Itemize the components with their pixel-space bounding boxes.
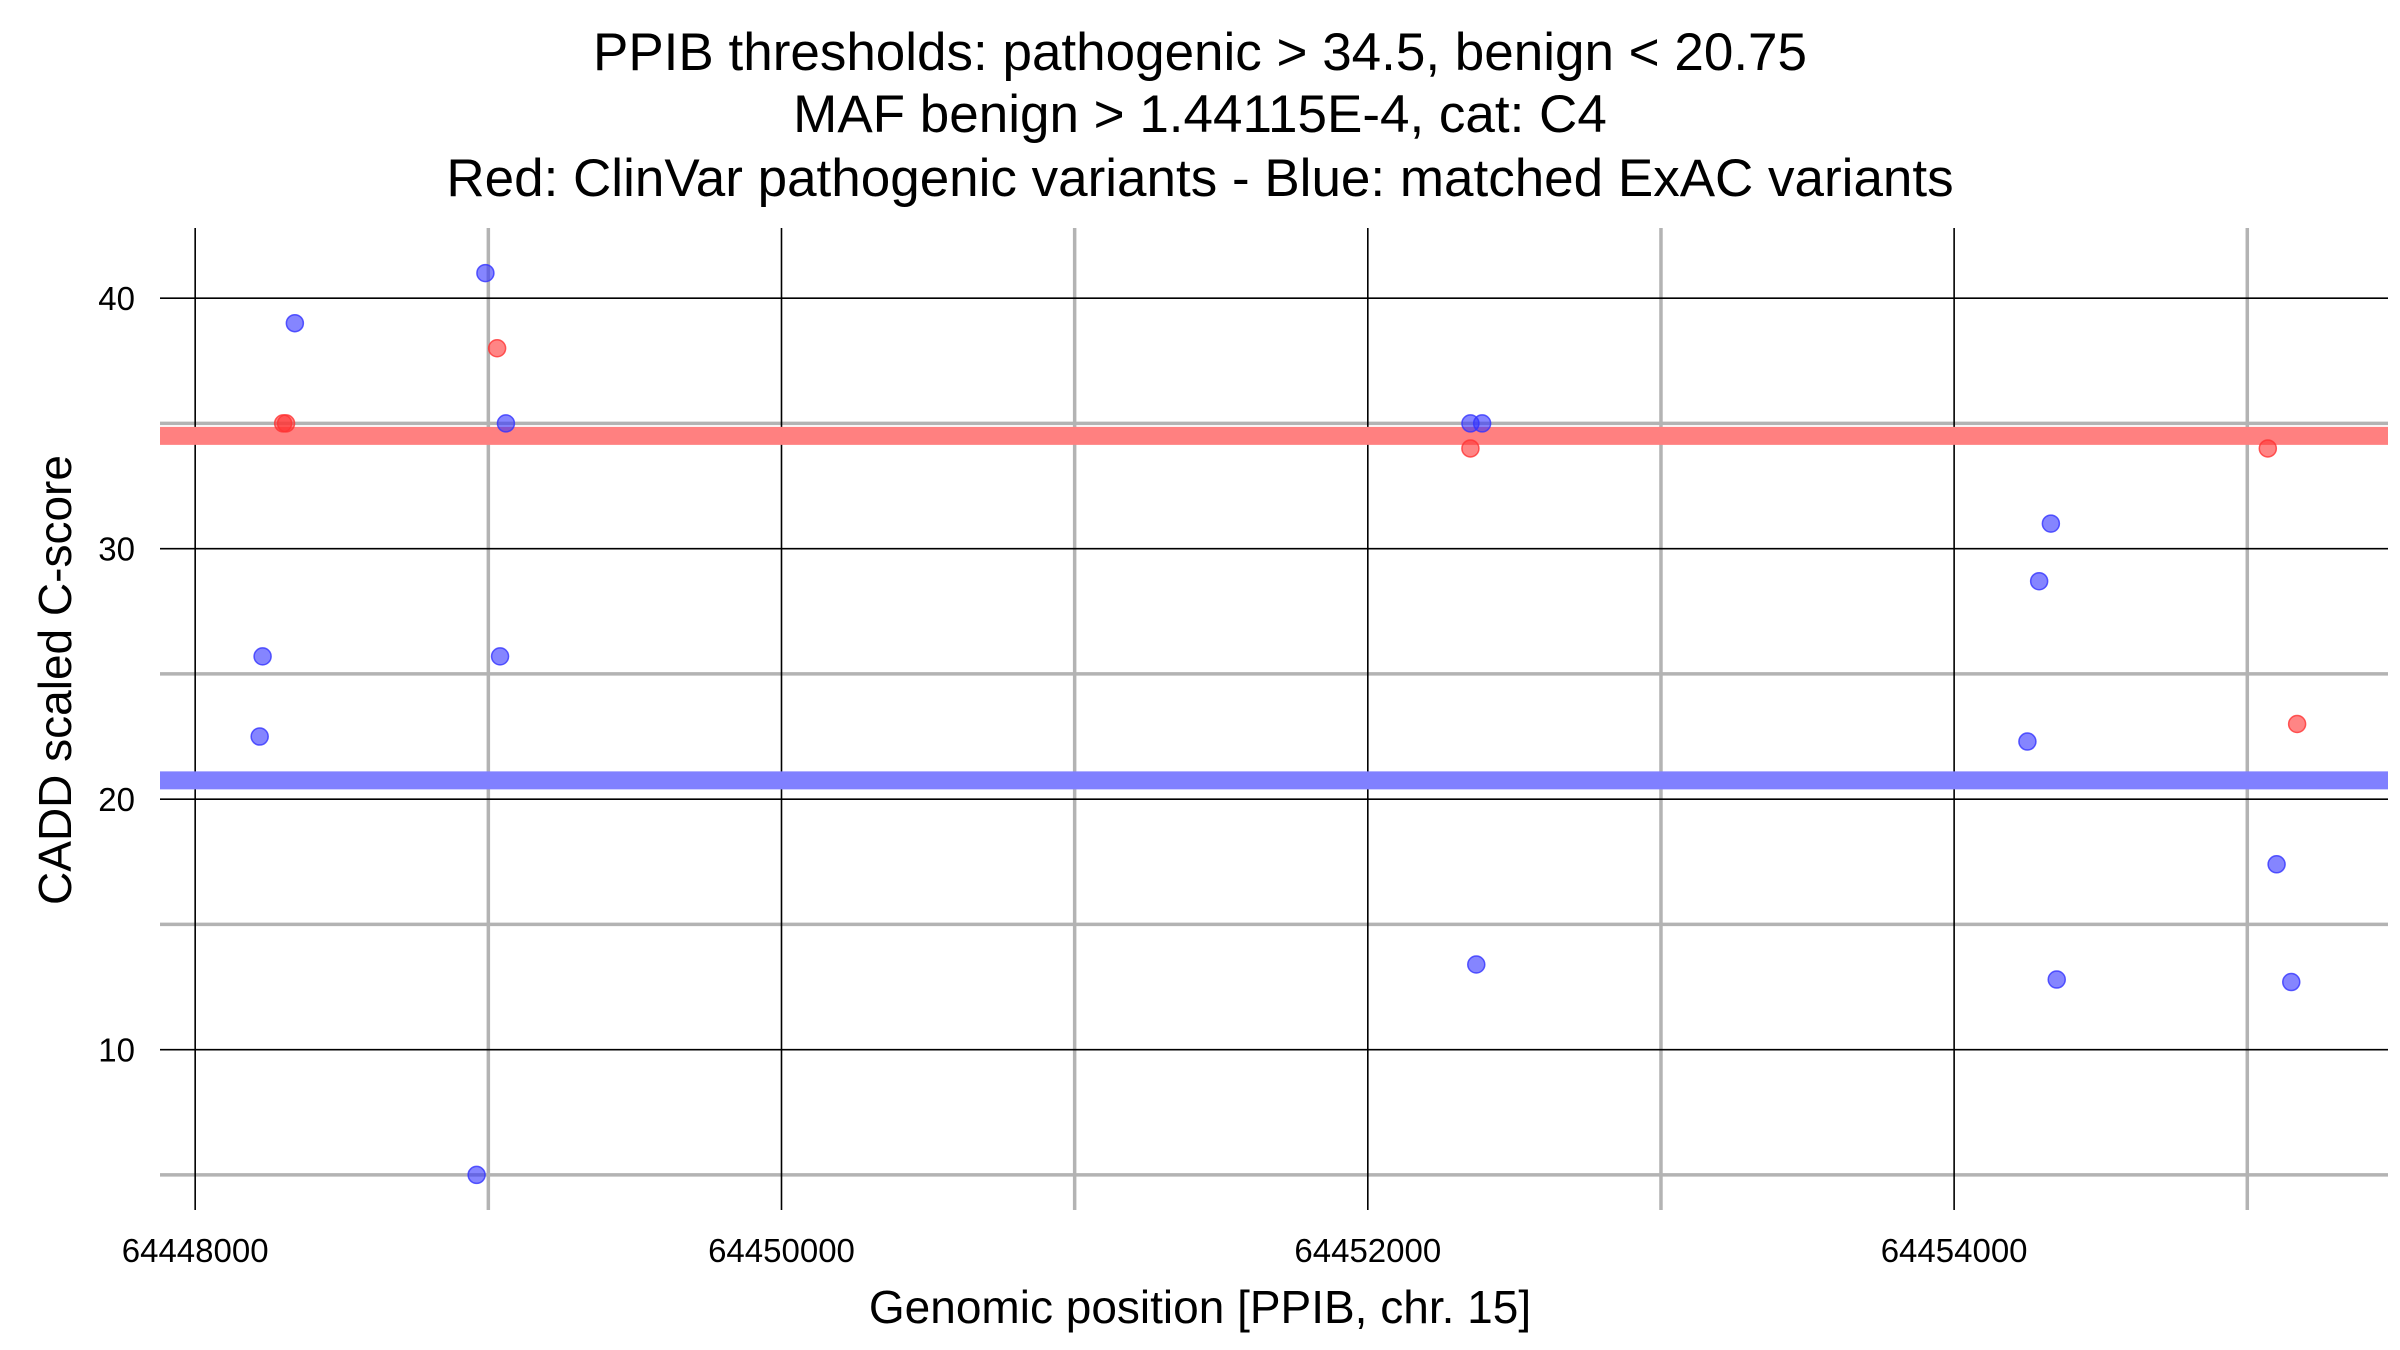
data-point-s1-3 [476,263,495,283]
x-tick-label-1: 64450000 [708,1232,855,1269]
y-tick-label-2: 30 [98,531,135,568]
data-point-s1-9 [1467,955,1486,974]
threshold-lines [160,426,2388,790]
data-point-s1-6 [467,1165,486,1185]
chart-title-line-3: Red: ClinVar pathogenic variants - Blue:… [446,149,1954,208]
y-tick-label-1: 20 [98,781,135,818]
x-tick-label-3: 64454000 [1881,1232,2028,1269]
data-point-s1-14 [2267,855,2286,874]
data-point-s1-12 [2018,732,2037,751]
y-axis-label: CADD scaled C-score [29,455,81,905]
data-point-s0-1 [276,414,296,433]
minor-grid [160,228,2388,1210]
data-point-s1-8 [1472,414,1492,433]
data-points [250,263,2307,1185]
data-point-s1-5 [490,647,510,666]
chart-title-line-1: PPIB thresholds: pathogenic > 34.5, beni… [592,23,1807,82]
data-point-s1-0 [253,647,272,666]
data-point-s1-10 [2041,514,2061,533]
x-tick-label-0: 64448000 [122,1232,269,1269]
data-point-s1-11 [2029,571,2049,591]
chart-title-line-2: MAF benign > 1.44115E-4, cat: C4 [793,85,1607,144]
data-point-s1-1 [250,727,269,746]
x-axis-label: Genomic position [PPIB, chr. 15] [868,1281,1532,1333]
y-tick-label-0: 10 [98,1032,135,1069]
data-point-s0-4 [2258,439,2278,458]
major-grid [160,228,2388,1210]
data-point-s1-4 [496,414,516,433]
data-point-s0-3 [1461,439,1480,458]
data-point-s0-5 [2287,714,2307,734]
data-point-s1-13 [2047,970,2066,989]
data-point-s1-15 [2282,972,2301,992]
x-tick-label-2: 64452000 [1294,1232,1441,1269]
data-point-s0-2 [487,338,507,358]
y-axis-ticks: 10 20 30 40 [98,280,135,1069]
data-point-s1-2 [285,313,305,333]
x-axis-ticks: 64448000 64450000 64452000 64454000 [122,1232,2028,1269]
y-tick-label-3: 40 [98,280,135,317]
